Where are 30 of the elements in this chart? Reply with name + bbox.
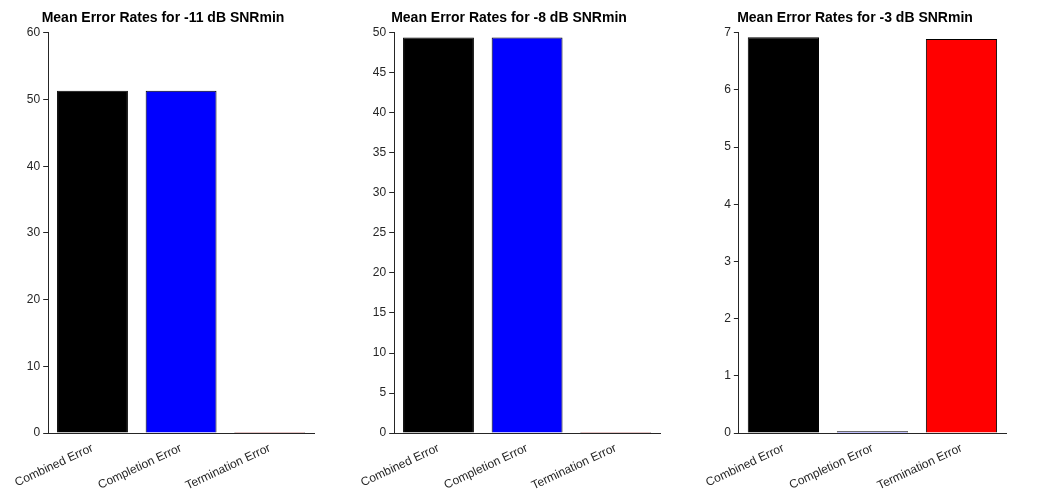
y-tick-label: 7: [724, 25, 732, 40]
chart-title: Mean Error Rates for -11 dB SNRmin: [41, 9, 285, 26]
y-tick-label: 50: [372, 25, 387, 40]
y-tick-label: 50: [26, 91, 41, 106]
y-tick-label: 40: [372, 105, 387, 120]
y-tick-label: 60: [26, 25, 41, 40]
y-tick-label: 10: [372, 345, 387, 360]
y-tick-label: 20: [26, 291, 41, 306]
chart-title: Mean Error Rates for -3 dB SNRmin: [737, 9, 973, 26]
y-tick-label: 15: [372, 305, 387, 320]
y-tick-label: 0: [379, 425, 387, 440]
y-tick-label: 30: [372, 185, 387, 200]
y-tick-label: 4: [724, 196, 732, 211]
y-tick-label: 10: [26, 358, 41, 373]
y-tick-label: 5: [379, 385, 387, 400]
y-tick-label: 0: [724, 425, 732, 440]
y-tick-label: 0: [33, 425, 41, 440]
y-tick-label: 20: [372, 265, 387, 280]
chart-title: Mean Error Rates for -8 dB SNRmin: [391, 9, 627, 26]
y-tick-label: 6: [724, 82, 732, 97]
y-tick-label: 35: [372, 145, 387, 160]
y-tick-label: 3: [724, 253, 732, 268]
y-tick-label: 40: [26, 158, 41, 173]
y-tick-label: 30: [26, 225, 41, 240]
y-tick-label: 5: [724, 139, 732, 154]
y-tick-label: 2: [724, 311, 732, 326]
y-tick-label: 25: [372, 225, 387, 240]
y-tick-label: 45: [372, 65, 387, 80]
y-tick-label: 1: [724, 368, 732, 383]
bar: [747, 37, 819, 433]
